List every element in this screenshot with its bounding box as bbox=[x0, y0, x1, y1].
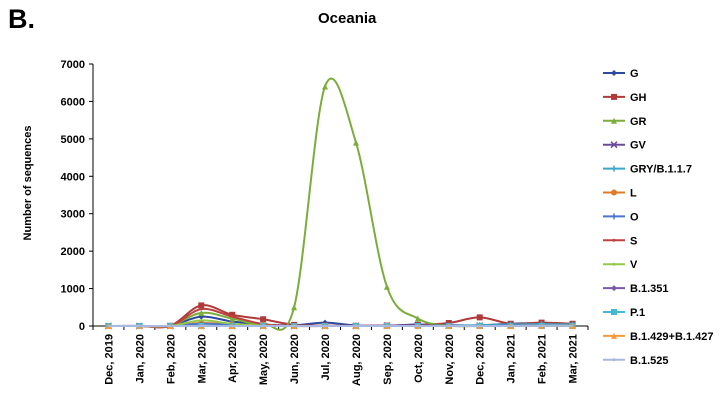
y-tick-label: 0 bbox=[79, 321, 85, 333]
data-point-gr bbox=[322, 83, 329, 90]
x-tick-label: Apr, 2020 bbox=[227, 334, 239, 383]
x-tick-label: Mar, 2021 bbox=[568, 334, 580, 384]
data-point-gh bbox=[229, 311, 236, 318]
x-tick-label: May, 2020 bbox=[258, 334, 270, 385]
data-point-gr bbox=[198, 309, 205, 316]
legend-item-b-1-351: B.1.351 bbox=[603, 283, 669, 295]
x-tick-label: Dec, 2019 bbox=[103, 334, 115, 385]
legend-label-b-1-429-b-1-427: B.1.429+B.1.427 bbox=[630, 331, 713, 343]
data-point-gh bbox=[198, 302, 205, 309]
legend-label-l: L bbox=[630, 188, 637, 200]
legend-marker-o bbox=[611, 213, 617, 220]
x-tick-label: Dec, 2020 bbox=[475, 334, 487, 385]
data-point-gr bbox=[229, 315, 236, 322]
x-tick-label: Nov, 2020 bbox=[444, 334, 456, 385]
series-line-gr bbox=[108, 77, 573, 331]
x-tick-label: Jan, 2020 bbox=[134, 334, 146, 384]
legend-marker-gry-b-1-1-7 bbox=[611, 165, 617, 172]
legend-item-l: L bbox=[603, 188, 637, 200]
legend-item-o: O bbox=[603, 211, 639, 223]
x-tick-label: Oct, 2020 bbox=[413, 334, 425, 383]
legend-label-v: V bbox=[630, 259, 638, 271]
chart-axes: 0 1000 2000 3000 4000 5000 6000 7000 Dec, 2019 Ja… bbox=[61, 59, 589, 386]
legend-label-p-1: P.1 bbox=[630, 307, 645, 319]
legend-marker-b-1-525 bbox=[612, 358, 616, 362]
legend-item-v: V bbox=[603, 259, 638, 271]
panel-label: B. bbox=[8, 4, 35, 34]
legend-item-b-1-429-b-1-427: B.1.429+B.1.427 bbox=[603, 331, 713, 343]
data-point-gr bbox=[291, 304, 298, 311]
legend-label-gry-b-1-1-7: GRY/B.1.1.7 bbox=[630, 164, 692, 176]
legend-marker-g bbox=[611, 70, 617, 76]
x-tick-label: Sep, 2020 bbox=[382, 334, 394, 385]
data-point-gr bbox=[352, 139, 359, 146]
legend-label-s: S bbox=[630, 235, 637, 247]
legend-marker-gh bbox=[611, 93, 617, 100]
chart-title: Oceania bbox=[318, 10, 377, 27]
y-tick-label: 6000 bbox=[61, 96, 85, 108]
legend-marker-gv bbox=[610, 141, 618, 149]
legend-item-s: S bbox=[603, 235, 637, 247]
legend-item-b-1-525: B.1.525 bbox=[603, 355, 669, 367]
x-tick-label: Jul, 2020 bbox=[320, 334, 332, 380]
x-tick-label: Jun, 2020 bbox=[289, 334, 301, 384]
y-tick-label: 7000 bbox=[61, 59, 85, 71]
legend-label-b-1-351: B.1.351 bbox=[630, 283, 669, 295]
legend-marker-gr bbox=[611, 117, 617, 124]
legend-item-gr: GR bbox=[603, 116, 647, 128]
legend-label-b-1-525: B.1.525 bbox=[630, 355, 669, 367]
data-point-gh bbox=[476, 314, 483, 321]
legend-marker-p-1 bbox=[611, 309, 617, 315]
legend-item-gh: GH bbox=[603, 92, 647, 104]
y-tick-label: 5000 bbox=[61, 134, 85, 146]
legend-item-gry-b-1-1-7: GRY/B.1.1.7 bbox=[603, 164, 692, 176]
legend-item-gv: GV bbox=[603, 140, 647, 152]
legend-label-o: O bbox=[630, 211, 639, 223]
y-axis-label: Number of sequences bbox=[22, 126, 34, 241]
legend-marker-l bbox=[611, 189, 617, 196]
x-tick-label: Jan, 2021 bbox=[506, 334, 518, 384]
data-point-gr bbox=[383, 283, 390, 290]
data-point-gh bbox=[260, 316, 267, 323]
chart-series bbox=[104, 77, 577, 331]
x-tick-label: Feb, 2021 bbox=[537, 334, 549, 384]
legend-marker-b-1-429-b-1-427 bbox=[611, 332, 617, 339]
x-tick-label: Feb, 2020 bbox=[165, 334, 177, 384]
legend-marker-v bbox=[612, 262, 616, 266]
legend-item-g: G bbox=[603, 68, 639, 80]
legend-label-g: G bbox=[630, 68, 639, 80]
legend-marker-s bbox=[612, 238, 616, 242]
data-point-gr bbox=[414, 315, 421, 322]
series-gr bbox=[105, 77, 576, 331]
y-tick-label: 2000 bbox=[61, 246, 85, 258]
legend-item-p-1: P.1 bbox=[603, 307, 645, 319]
y-tick-label: 4000 bbox=[61, 171, 85, 183]
x-tick-label: Mar, 2020 bbox=[196, 334, 208, 384]
legend-label-gh: GH bbox=[630, 92, 647, 104]
legend-label-gv: GV bbox=[630, 140, 647, 152]
legend-marker-b-1-351 bbox=[611, 285, 617, 292]
legend-label-gr: GR bbox=[630, 116, 647, 128]
y-tick-label: 1000 bbox=[61, 284, 85, 296]
y-tick-label: 3000 bbox=[61, 209, 85, 221]
x-tick-label: Aug, 2020 bbox=[351, 334, 363, 386]
